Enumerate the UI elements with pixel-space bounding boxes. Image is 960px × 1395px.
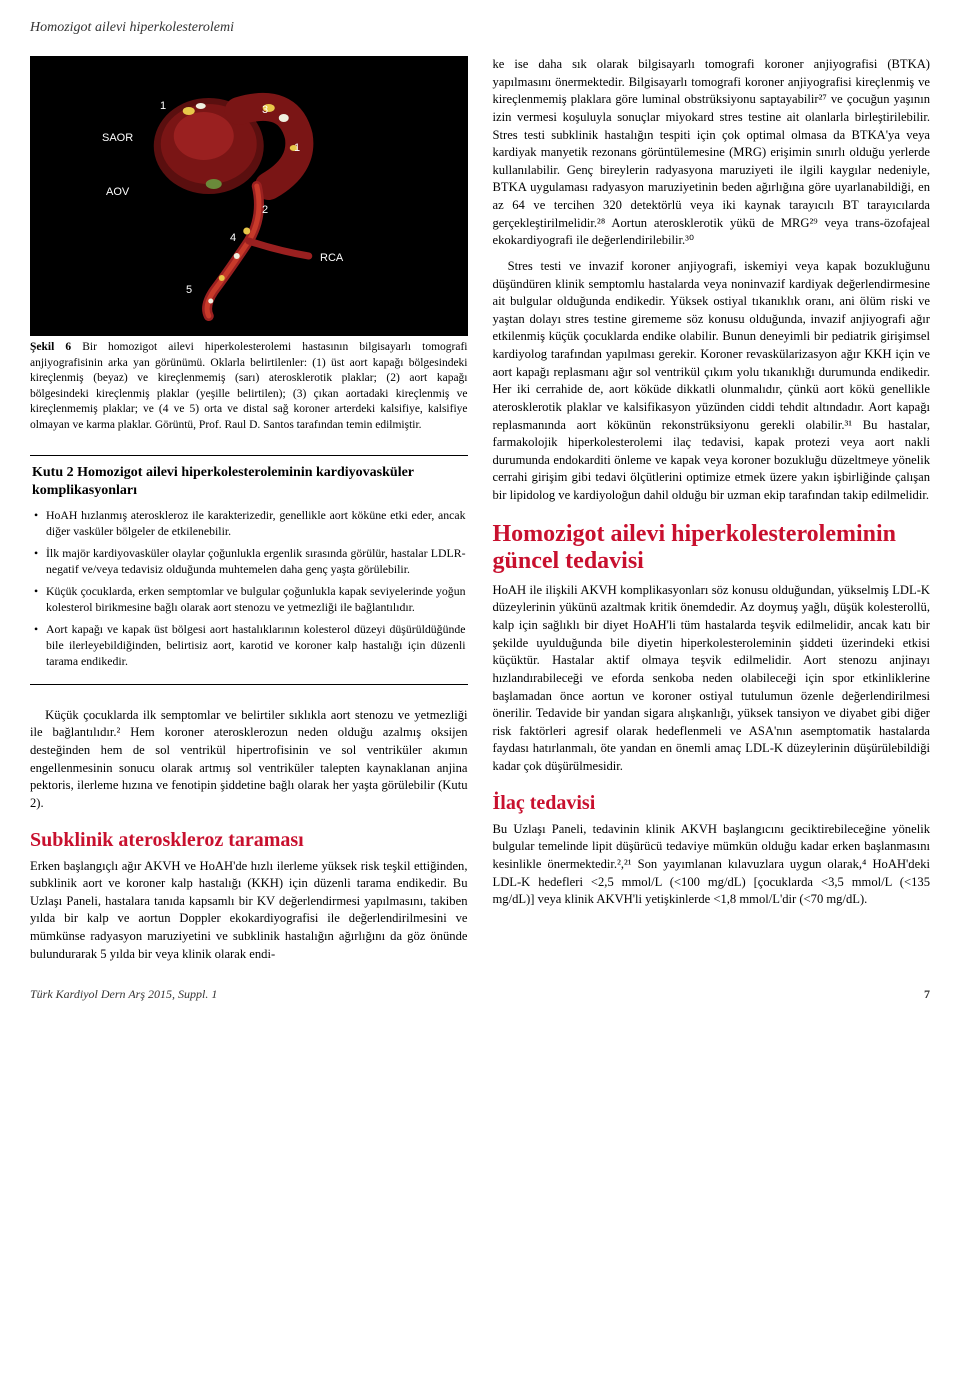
box-2: Kutu 2 Homozigot ailevi hiperkolesterole… <box>30 455 468 685</box>
heading-current-treatment: Homozigot ailevi hiperkolesteroleminin g… <box>493 521 931 576</box>
fig-label-5: 5 <box>186 284 192 296</box>
fig-label-1b: 1 <box>294 142 300 154</box>
para-ctka-top: ke ise daha sık olarak bilgisayarlı tomo… <box>493 56 931 250</box>
heading-subclinical: Subklinik ateroskleroz taraması <box>30 829 468 852</box>
figure-6: SAOR AOV RCA 1 3 1 2 4 5 Şekil 6 Bir hom… <box>30 56 468 433</box>
footer-journal: Türk Kardiyol Dern Arş 2015, Suppl. 1 <box>30 987 217 1002</box>
figure-6-caption-lead: Şekil 6 <box>30 341 71 353</box>
box-2-title: Kutu 2 Homozigot ailevi hiperkolesterole… <box>32 464 466 500</box>
fig-label-rca: RCA <box>320 252 343 264</box>
fig-label-3: 3 <box>262 104 268 116</box>
fig-label-4: 4 <box>230 232 236 244</box>
heading-drug-therapy: İlaç tedavisi <box>493 792 931 815</box>
para-subclinical: Erken başlangıçlı ağır AKVH ve HoAH'de h… <box>30 858 468 964</box>
fig-label-saor: SAOR <box>102 132 133 144</box>
box-2-list: HoAH hızlanmış ateroskleroz ile karakter… <box>32 508 466 669</box>
ct-angiography-svg <box>30 56 468 336</box>
figure-6-caption: Şekil 6 Bir homozigot ailevi hiperkolest… <box>30 340 468 433</box>
list-item: HoAH hızlanmış ateroskleroz ile karakter… <box>32 508 466 540</box>
left-column: SAOR AOV RCA 1 3 1 2 4 5 Şekil 6 Bir hom… <box>30 56 468 963</box>
list-item: Küçük çocuklarda, erken semptomlar ve bu… <box>32 584 466 616</box>
para-current-treatment: HoAH ile ilişkili AKVH komplikasyonları … <box>493 582 931 776</box>
figure-6-image: SAOR AOV RCA 1 3 1 2 4 5 <box>30 56 468 336</box>
fig-label-aov: AOV <box>106 186 129 198</box>
fig-label-1a: 1 <box>160 100 166 112</box>
para-stress-test: Stres testi ve invazif koroner anjiyogra… <box>493 258 931 505</box>
content-columns: SAOR AOV RCA 1 3 1 2 4 5 Şekil 6 Bir hom… <box>30 56 930 963</box>
para-small-children: Küçük çocuklarda ilk semptomlar ve belir… <box>30 707 468 813</box>
footer-page-number: 7 <box>924 987 930 1002</box>
box-2-title-lead: Kutu 2 <box>32 465 74 480</box>
page-footer: Türk Kardiyol Dern Arş 2015, Suppl. 1 7 <box>30 987 930 1002</box>
list-item: Aort kapağı ve kapak üst bölgesi aort ha… <box>32 622 466 670</box>
box-2-title-rest: Homozigot ailevi hiperkolesteroleminin k… <box>32 465 414 498</box>
figure-6-caption-body: Bir homozigot ailevi hiperkolesterolemi … <box>30 341 468 431</box>
running-header: Homozigot ailevi hiperkolesterolemi <box>30 20 930 36</box>
right-column: ke ise daha sık olarak bilgisayarlı tomo… <box>493 56 931 963</box>
list-item: İlk majör kardiyovasküler olaylar çoğunl… <box>32 546 466 578</box>
para-drug-therapy: Bu Uzlaşı Paneli, tedavinin klinik AKVH … <box>493 821 931 909</box>
fig-label-2: 2 <box>262 204 268 216</box>
